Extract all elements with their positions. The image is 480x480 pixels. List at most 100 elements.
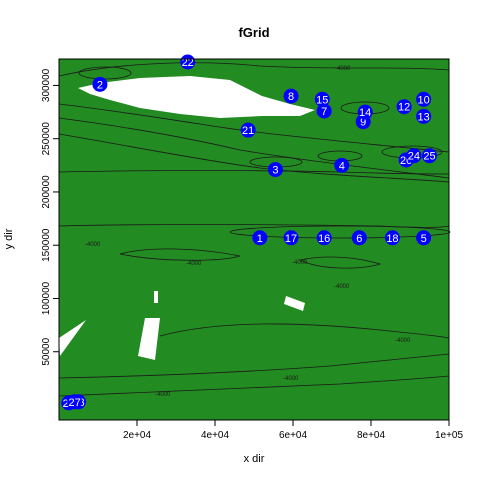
data-point-label: 12 [398, 102, 410, 114]
data-point-label: 10 [418, 94, 430, 106]
land-masses [59, 76, 315, 360]
land-mass-southwest [59, 320, 86, 356]
data-point-label: 15 [316, 94, 328, 106]
contour-label: -4000 [155, 392, 171, 398]
x-tick-label: 1e+05 [435, 430, 464, 441]
data-point-7: 7 [316, 103, 332, 119]
data-point-4: 4 [334, 157, 350, 173]
data-point-21: 21 [240, 122, 256, 138]
data-point-12: 12 [396, 99, 412, 115]
data-point-marker [180, 54, 196, 70]
data-point-6: 6 [351, 230, 367, 246]
y-tick-label: 100000 [41, 281, 52, 315]
data-point-5: 5 [416, 230, 432, 246]
data-point-2: 2 [92, 76, 108, 92]
data-point-marker [314, 91, 330, 107]
data-point-label: 16 [318, 233, 330, 245]
y-tick-label: 50000 [41, 337, 52, 365]
data-point-label: 5 [421, 233, 427, 245]
land-mass-south-2 [284, 296, 305, 311]
data-point-marker [316, 230, 332, 246]
y-tick-label: 250000 [41, 122, 52, 156]
data-point-label: 18 [386, 233, 398, 245]
contour-label: -4000 [283, 376, 299, 382]
data-point-1: 1 [252, 230, 268, 246]
data-point-label: 7 [321, 106, 327, 118]
data-point-marker [240, 122, 256, 138]
x-tick-label: 6e+04 [279, 430, 308, 441]
data-point-label: 1 [257, 233, 263, 245]
contour-line [159, 323, 450, 339]
data-point-label: 25 [423, 151, 435, 163]
data-point-marker [396, 99, 412, 115]
contour-label: -4000 [334, 284, 350, 290]
data-point-16: 16 [316, 230, 332, 246]
data-point-marker [384, 230, 400, 246]
chart-title: fGrid [238, 25, 269, 40]
contour-line [58, 224, 450, 228]
data-point-marker [283, 230, 299, 246]
contour-line [119, 248, 241, 261]
data-point-marker [406, 148, 422, 164]
data-point-marker [67, 394, 83, 410]
contour-line [58, 133, 450, 183]
data-point-marker [267, 162, 283, 178]
land-mass-south-3 [154, 291, 158, 303]
data-point-label: 24 [408, 151, 420, 163]
contour-line [58, 375, 450, 397]
data-point-marker [316, 103, 332, 119]
x-axis: 2e+04 4e+04 6e+04 8e+04 1e+05 [123, 419, 464, 441]
data-point-25: 25 [422, 148, 437, 164]
data-point-label: 9 [360, 117, 366, 129]
data-point-24: 24 [406, 148, 422, 164]
contour-line [298, 256, 382, 269]
data-point-label: 17 [285, 233, 297, 245]
data-point-3: 3 [267, 162, 283, 178]
data-point-14: 14 [357, 104, 373, 120]
y-axis-label: y dir [3, 228, 15, 249]
land-mass-south-1 [138, 318, 160, 360]
y-axis: 50000 100000 150000 200000 250000 300000 [41, 68, 60, 367]
contour-line [58, 62, 450, 77]
data-point-17: 17 [283, 230, 299, 246]
data-point-label: 13 [418, 111, 430, 123]
data-point-marker [92, 76, 108, 92]
data-point-label: 8 [288, 91, 294, 103]
data-point-marker [416, 91, 432, 107]
data-point-marker [334, 157, 350, 173]
data-point-label: 2 [97, 79, 103, 91]
data-point-10: 10 [416, 91, 432, 107]
contour-labels: -4000 -4000 -4000 -4000 -4000 -4000 -400… [85, 66, 411, 398]
contour-line [58, 117, 450, 179]
contour-label: -4000 [186, 261, 202, 267]
data-point-label: 3 [272, 165, 278, 177]
data-point-8: 8 [283, 88, 299, 104]
data-point-marker [416, 230, 432, 246]
data-point-marker [416, 108, 432, 124]
contour-label: -4000 [335, 66, 351, 72]
data-point-marker [351, 230, 367, 246]
data-point-label: 21 [242, 125, 254, 137]
data-point-15: 15 [314, 91, 330, 107]
contour-line [58, 103, 450, 153]
data-point-label: 27 [68, 397, 80, 409]
land-mass-north [78, 76, 315, 118]
x-axis-label: x dir [244, 453, 265, 465]
x-tick-label: 8e+04 [357, 430, 386, 441]
contour-line [58, 170, 450, 175]
data-point-22: 22 [180, 54, 196, 70]
x-tick-label: 2e+04 [123, 430, 152, 441]
y-tick-label: 300000 [41, 68, 52, 102]
data-point-label: 14 [359, 107, 371, 119]
data-point-marker [283, 88, 299, 104]
y-tick-label: 150000 [41, 228, 52, 262]
data-point-marker [422, 148, 437, 164]
y-tick-label: 200000 [41, 175, 52, 209]
data-point-27: 27 [67, 394, 83, 410]
contour-line [229, 225, 451, 239]
data-point-13: 13 [416, 108, 432, 124]
contour-label: -4000 [85, 242, 101, 248]
plot-area: -4000 -4000 -4000 -4000 -4000 -4000 -400… [58, 54, 451, 421]
contour-line [58, 353, 450, 379]
